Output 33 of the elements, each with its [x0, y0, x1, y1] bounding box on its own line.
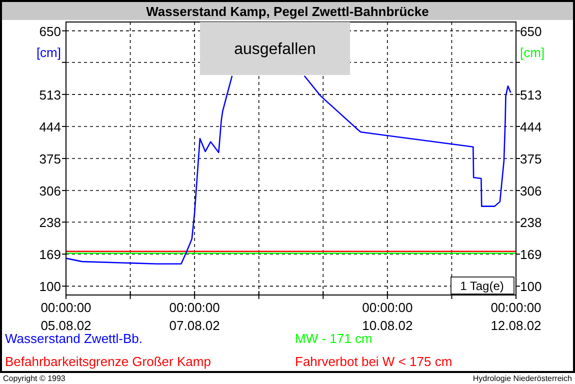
y2-tick-label: 306	[520, 184, 542, 199]
y-tick-label: 238	[39, 215, 61, 230]
text: Wasserstand Zwettl-Bb.	[5, 331, 143, 346]
y2-tick-label: 169	[520, 247, 542, 262]
y-tick-label: 375	[39, 152, 61, 166]
text: Hydrologie Niederösterreich	[472, 374, 572, 383]
y2-tick-label: 238	[520, 215, 542, 230]
y-tick-label: 650	[39, 24, 61, 39]
text: Fahrverbot bei W < 175 cm	[295, 354, 452, 369]
y-tick-label: 100	[39, 279, 61, 294]
y-tick-label: 513	[39, 87, 61, 102]
x-tick-label: 00:00:00 07.08.02	[169, 300, 220, 333]
y-tick-label: 306	[39, 184, 61, 199]
annotation: ausgefallen	[234, 41, 316, 58]
ref-line-label: MW - 171 cm	[295, 331, 372, 346]
y2-tick-label: 513	[520, 87, 542, 102]
scale-box: 1 Tag(e)	[450, 276, 514, 294]
y2-tick-label: 100	[520, 279, 542, 294]
x-tick-label: 00:00:00 05.08.02	[40, 300, 92, 333]
y2-tick-label: 650	[520, 24, 542, 39]
y2-axis-title: [cm]	[520, 45, 545, 60]
note-box: ausgefallen	[200, 22, 350, 75]
annotation: 1 Tag(e)	[460, 279, 504, 293]
y-tick-label: 444	[39, 119, 61, 134]
y2-tick-label: 444	[520, 119, 542, 134]
ref-line-label: Befahrbarkeitsgrenze Großer Kamp	[5, 354, 211, 369]
y-tick-label: 169	[39, 247, 61, 262]
x-tick-label: 00:00:00 12.08.02	[490, 300, 542, 333]
x-tick-label: 00:00:00 10.08.02	[362, 300, 413, 333]
y-axis-title: [cm]	[36, 45, 61, 60]
text: Copyright © 1993	[3, 374, 66, 383]
chart-title: Wasserstand Kamp, Pegel Zwettl-Bahnbrücke	[146, 4, 429, 19]
y2-tick-label: 375	[520, 152, 542, 166]
